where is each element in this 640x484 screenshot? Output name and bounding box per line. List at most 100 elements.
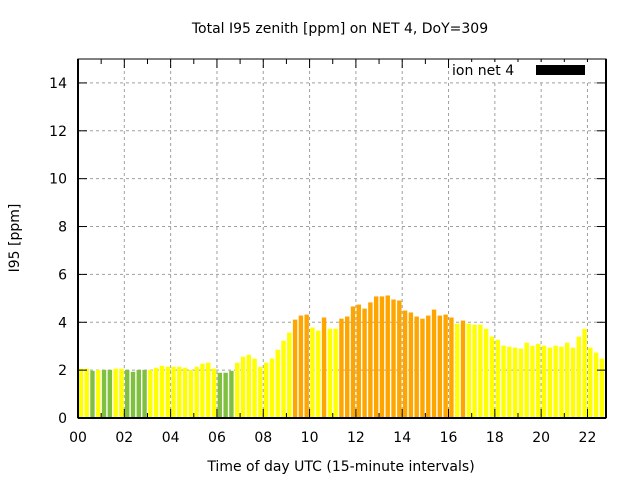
bar	[374, 296, 378, 418]
bar	[212, 369, 216, 418]
y-tick-label: 14	[49, 76, 67, 92]
bar	[362, 309, 366, 418]
x-tick-label: 12	[347, 430, 365, 446]
bar	[426, 316, 430, 418]
bar	[316, 331, 320, 418]
bar	[322, 317, 326, 418]
bar	[223, 373, 227, 418]
bar	[397, 300, 401, 418]
y-tick-label: 2	[58, 363, 67, 379]
legend: ion net 4	[452, 62, 595, 82]
bar	[582, 329, 586, 418]
bar	[472, 325, 476, 418]
x-tick-label: 14	[393, 430, 411, 446]
bar	[577, 337, 581, 418]
bar	[299, 316, 303, 418]
bar	[79, 369, 83, 418]
bar	[287, 333, 291, 418]
bar	[328, 329, 332, 418]
x-tick-label: 08	[254, 430, 272, 446]
bar	[553, 346, 557, 418]
bar	[559, 347, 563, 418]
y-tick-label: 8	[58, 220, 67, 236]
bar	[548, 348, 552, 418]
y-axis-label: I95 [ppm]	[7, 204, 23, 273]
bar	[142, 370, 146, 418]
bar	[154, 368, 158, 418]
bar	[478, 325, 482, 418]
bar	[507, 347, 511, 418]
bar	[160, 366, 164, 418]
bar	[588, 348, 592, 418]
y-tick-label: 6	[58, 267, 67, 283]
bar	[131, 372, 135, 418]
y-tick-label: 4	[58, 315, 67, 331]
bar	[484, 329, 488, 418]
x-axis-label: Time of day UTC (15-minute intervals)	[206, 459, 474, 475]
bars	[79, 295, 606, 418]
bar	[304, 315, 308, 418]
bar	[252, 359, 256, 418]
bar	[524, 343, 528, 418]
bar	[542, 346, 546, 418]
x-tick-label: 04	[162, 430, 180, 446]
bar	[496, 340, 500, 418]
bar	[96, 370, 100, 418]
bar	[177, 367, 181, 418]
bar	[461, 321, 465, 418]
bar	[166, 367, 170, 418]
bar	[530, 346, 534, 418]
bar	[386, 295, 390, 418]
bar	[229, 371, 233, 418]
bar	[293, 320, 297, 418]
x-tick-label: 06	[208, 430, 226, 446]
bar	[519, 349, 523, 418]
bar	[449, 317, 453, 418]
bar	[258, 367, 262, 418]
bar	[310, 328, 314, 418]
x-tick-label: 20	[532, 430, 550, 446]
bar	[339, 319, 343, 418]
bar	[420, 319, 424, 418]
bar	[264, 363, 268, 418]
bar	[281, 341, 285, 418]
bar	[235, 363, 239, 418]
legend-swatch	[536, 65, 585, 75]
x-tick-label: 18	[486, 430, 504, 446]
bar	[403, 311, 407, 418]
bar	[594, 353, 598, 418]
bar	[194, 367, 198, 418]
bar	[455, 324, 459, 418]
bar	[125, 370, 129, 418]
x-tick-label: 16	[440, 430, 458, 446]
bar	[438, 316, 442, 418]
bar	[380, 296, 384, 418]
bar	[600, 359, 604, 418]
y-tick-label: 10	[49, 172, 67, 188]
y-tick-label: 12	[49, 124, 67, 140]
bar	[490, 337, 494, 418]
bar	[391, 300, 395, 418]
bar	[206, 363, 210, 418]
bar	[137, 370, 141, 418]
bar	[513, 348, 517, 418]
legend-label: ion net 4	[452, 63, 514, 79]
x-tick-label: 02	[115, 430, 133, 446]
bar	[108, 370, 112, 418]
bar	[368, 302, 372, 418]
x-tick-label: 22	[579, 430, 597, 446]
bar	[148, 370, 152, 418]
bar	[119, 369, 123, 418]
chart-title: Total I95 zenith [ppm] on NET 4, DoY=309	[191, 21, 488, 37]
bar	[276, 350, 280, 418]
bar	[432, 310, 436, 418]
bar	[183, 368, 187, 418]
bar	[536, 344, 540, 418]
bar	[501, 346, 505, 418]
x-tick-label: 00	[69, 430, 87, 446]
bar	[443, 315, 447, 418]
bar	[345, 317, 349, 418]
bar	[270, 359, 274, 418]
x-tick-label: 10	[301, 430, 319, 446]
